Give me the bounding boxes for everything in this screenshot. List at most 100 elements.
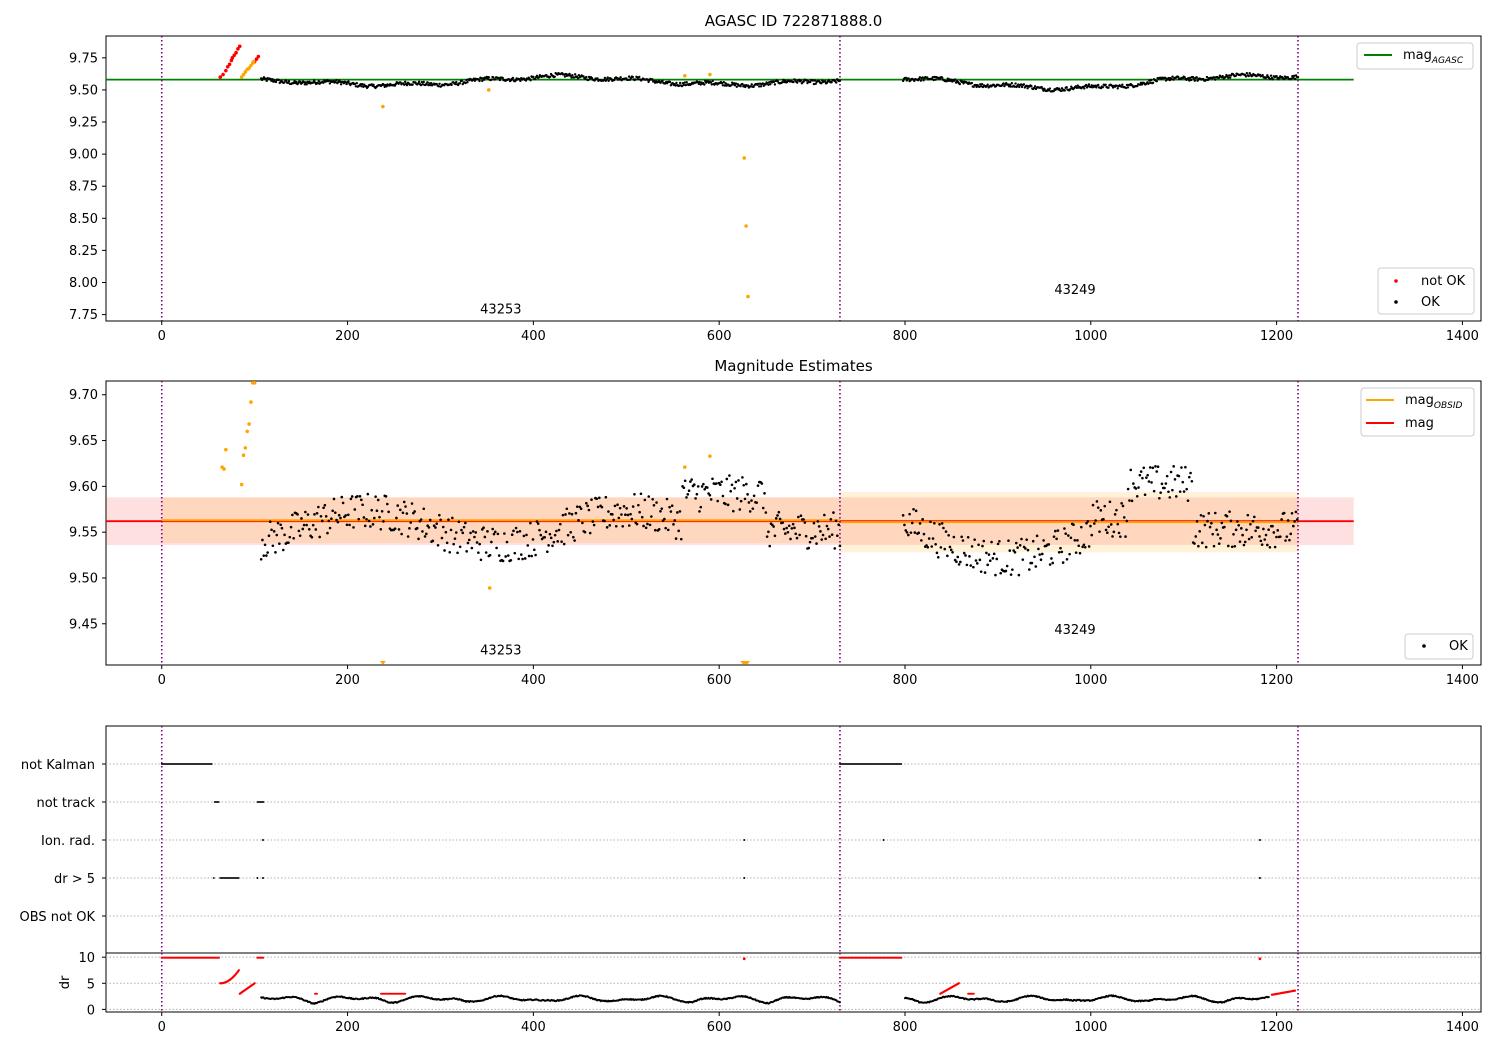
panel2-orange-point bbox=[252, 381, 257, 385]
panel2-ok-point bbox=[323, 503, 327, 507]
panel1-ok-point bbox=[646, 78, 649, 81]
panel2-ok-point bbox=[638, 510, 641, 514]
panel1-ok-point bbox=[1089, 85, 1092, 89]
panel1-ok-point bbox=[607, 79, 610, 83]
panel2-ok-point bbox=[613, 504, 617, 508]
panel1-ok-point bbox=[553, 75, 556, 78]
panel2-ok-point bbox=[659, 509, 662, 513]
panel2-ok-point bbox=[1109, 523, 1113, 526]
panel1-ok-point bbox=[734, 82, 738, 85]
panel2-ok-point bbox=[1258, 535, 1261, 538]
panel1-ok-point bbox=[359, 83, 362, 86]
panel1-ok-point bbox=[767, 83, 770, 86]
panel1-ok-point bbox=[293, 79, 296, 83]
panel2-ok-point bbox=[592, 523, 596, 527]
panel1-notok-point bbox=[224, 68, 228, 73]
panel1-ok-point bbox=[1138, 83, 1142, 86]
panel2-ok-point bbox=[574, 511, 578, 515]
panel2-ok-point bbox=[406, 535, 410, 538]
panel2-ok-point bbox=[328, 526, 332, 530]
panel2-ok-point bbox=[1038, 553, 1041, 556]
panel2-ok-point bbox=[1080, 525, 1083, 529]
panel1-ok-point bbox=[383, 85, 386, 89]
panel1-ok-point bbox=[974, 83, 977, 87]
panel2-ok-point bbox=[652, 504, 656, 507]
panel1-ok-point bbox=[1293, 77, 1297, 81]
panel2-ytick-label: 9.70 bbox=[69, 388, 98, 403]
panel2-ok-point bbox=[961, 539, 965, 542]
panel1-ok-point bbox=[675, 81, 678, 85]
panel1-ok-point bbox=[922, 79, 925, 82]
panel2-ok-point bbox=[581, 521, 584, 525]
panel2-ok-point bbox=[1113, 513, 1117, 516]
panel2-ok-point bbox=[836, 534, 839, 538]
panel2-ok-point bbox=[786, 530, 790, 534]
panel2-ok-point bbox=[310, 535, 314, 539]
panel2-ok-point bbox=[1243, 540, 1247, 544]
panel1-ok-point bbox=[953, 78, 957, 81]
panel2-ok-point bbox=[819, 530, 822, 533]
panel1-ok-point bbox=[612, 78, 616, 82]
panel1-ok-point bbox=[813, 79, 817, 82]
panel2-ok-point bbox=[955, 560, 958, 564]
panel2-ok-point bbox=[532, 548, 536, 552]
panel2-ok-point bbox=[1130, 499, 1134, 503]
panel2-ok-point bbox=[585, 501, 588, 505]
panel2-ok-point bbox=[647, 495, 651, 498]
panel2-ok-point bbox=[1285, 535, 1289, 538]
panel1-ok-point bbox=[382, 83, 385, 87]
panel1-ok-point bbox=[603, 76, 607, 80]
panel2-ok-point bbox=[319, 514, 323, 518]
panel2-ok-point bbox=[677, 529, 680, 533]
panel2-ok-point bbox=[603, 519, 606, 523]
panel2-ok-point bbox=[795, 536, 799, 540]
panel1-ok-point bbox=[1032, 86, 1036, 90]
panel1-ok-point bbox=[593, 79, 596, 82]
panel1-ok-point bbox=[548, 75, 552, 79]
panel2-ok-point bbox=[781, 521, 785, 524]
panel2-ok-point bbox=[283, 533, 286, 537]
panel4-xtick-label: 400 bbox=[521, 1020, 546, 1035]
panel2-ok-point bbox=[1178, 490, 1182, 493]
panel2-legend-points-box bbox=[1404, 633, 1474, 660]
panel1-ok-point bbox=[1069, 87, 1072, 91]
panel1-ok-point bbox=[732, 82, 736, 85]
panel2-ok-point bbox=[698, 510, 701, 513]
panel2-ok-point bbox=[663, 517, 666, 521]
panel2-ok-point bbox=[802, 518, 805, 521]
panel1-ok-point bbox=[1019, 83, 1023, 86]
panel1-ok-point bbox=[532, 75, 535, 79]
panel2-obs-label: 43249 bbox=[1054, 623, 1095, 638]
panel2-ok-point bbox=[267, 534, 271, 537]
panel2-ok-point bbox=[1148, 466, 1152, 469]
panel1-ok-point bbox=[480, 77, 483, 80]
panel2-ok-point bbox=[1065, 557, 1069, 561]
panel2-ok-point bbox=[794, 532, 798, 536]
panel2-ok-point bbox=[291, 513, 294, 517]
panel1-ok-point bbox=[1020, 85, 1024, 89]
panel2-ok-point bbox=[1223, 525, 1226, 529]
panel2-ok-point bbox=[635, 522, 639, 526]
panel2-ok-point bbox=[439, 518, 442, 522]
panel2-ok-point bbox=[311, 523, 315, 527]
panel2-ok-point bbox=[689, 480, 692, 483]
panel2-ok-point bbox=[261, 538, 264, 542]
panel1-orange-point bbox=[247, 66, 251, 70]
panel1-ok-point bbox=[1052, 89, 1055, 93]
panel2-ok-point bbox=[345, 523, 349, 527]
panel2-ok-point bbox=[1059, 546, 1062, 550]
panel2-ok-point bbox=[1011, 568, 1014, 571]
panel2-ok-point bbox=[1167, 490, 1170, 494]
panel2-ok-point bbox=[386, 502, 389, 506]
panel2-ok-point bbox=[367, 519, 371, 523]
panel2-ok-point bbox=[785, 526, 788, 530]
panel2-ok-point bbox=[1234, 528, 1238, 532]
panel2-ok-point bbox=[262, 554, 266, 557]
panel2-ok-point bbox=[1086, 519, 1090, 523]
panel2-ok-point bbox=[357, 517, 361, 521]
panel2-ok-point bbox=[1008, 549, 1012, 552]
panel2-ok-point bbox=[1061, 561, 1065, 564]
panel2-ok-point bbox=[346, 513, 350, 517]
panel1-ok-point bbox=[1009, 85, 1013, 88]
panel2-ok-point bbox=[360, 498, 363, 502]
